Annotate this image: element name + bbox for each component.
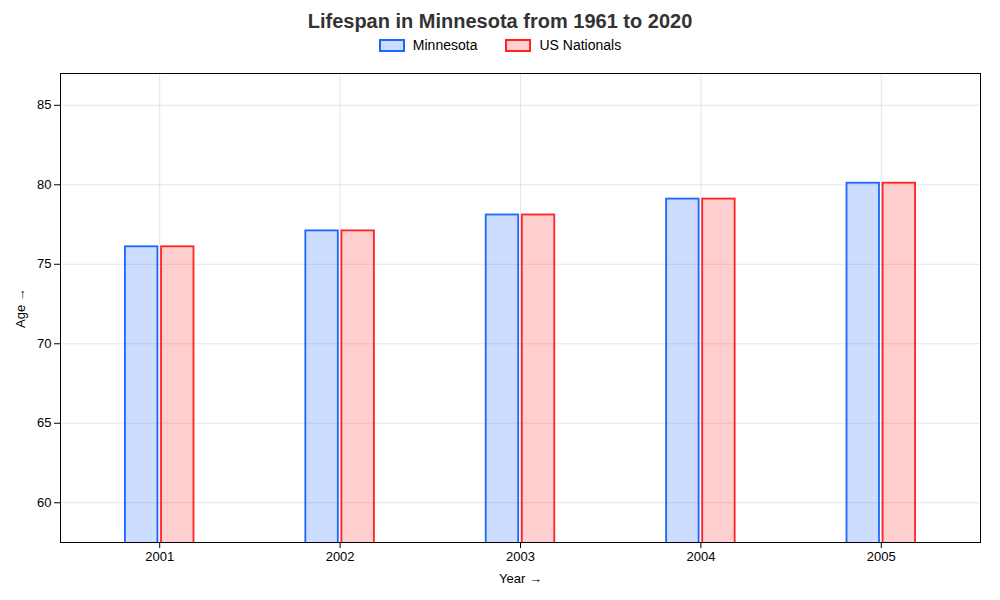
svg-text:Year →: Year → bbox=[499, 571, 542, 586]
svg-text:70: 70 bbox=[37, 336, 51, 351]
html-text:Lifespan in Minnesota from 196: Lifespan in Minnesota from 1961 to 2020 bbox=[307, 10, 693, 32]
svg-text:2002: 2002 bbox=[326, 549, 355, 564]
svg-text:65: 65 bbox=[37, 415, 51, 430]
svg-text:2001: 2001 bbox=[145, 549, 174, 564]
svg-text:80: 80 bbox=[37, 177, 51, 192]
svg-text:2004: 2004 bbox=[686, 549, 715, 564]
svg-text:75: 75 bbox=[37, 256, 51, 271]
svg-text:2005: 2005 bbox=[867, 549, 896, 564]
html-text:Minnesota: Minnesota bbox=[412, 37, 478, 53]
svg-text:85: 85 bbox=[37, 97, 51, 112]
svg-text:2003: 2003 bbox=[506, 549, 535, 564]
svg-text:60: 60 bbox=[37, 495, 51, 510]
html-text:US Nationals: US Nationals bbox=[539, 37, 622, 53]
svg-text:Age →: Age → bbox=[13, 288, 28, 328]
